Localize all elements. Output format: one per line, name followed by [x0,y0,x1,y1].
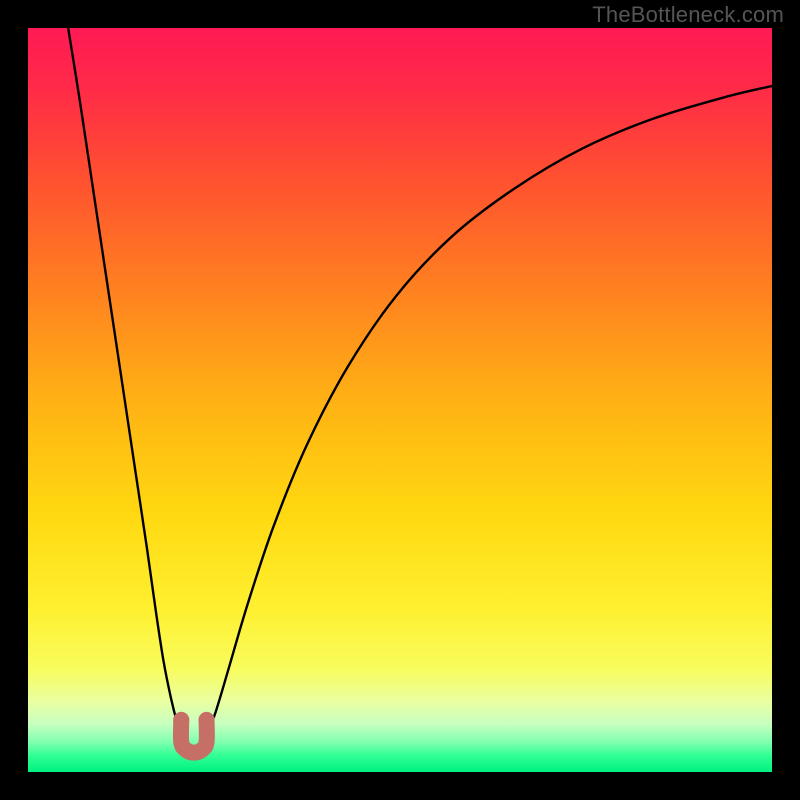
curve-left-branch [68,28,181,735]
bottleneck-curve [28,28,772,772]
trough-endpoint-0 [173,712,189,728]
trough-endpoint-1 [199,712,215,728]
curve-right-branch [207,86,772,735]
plot-area [28,28,772,772]
watermark-text: TheBottleneck.com [592,2,784,28]
